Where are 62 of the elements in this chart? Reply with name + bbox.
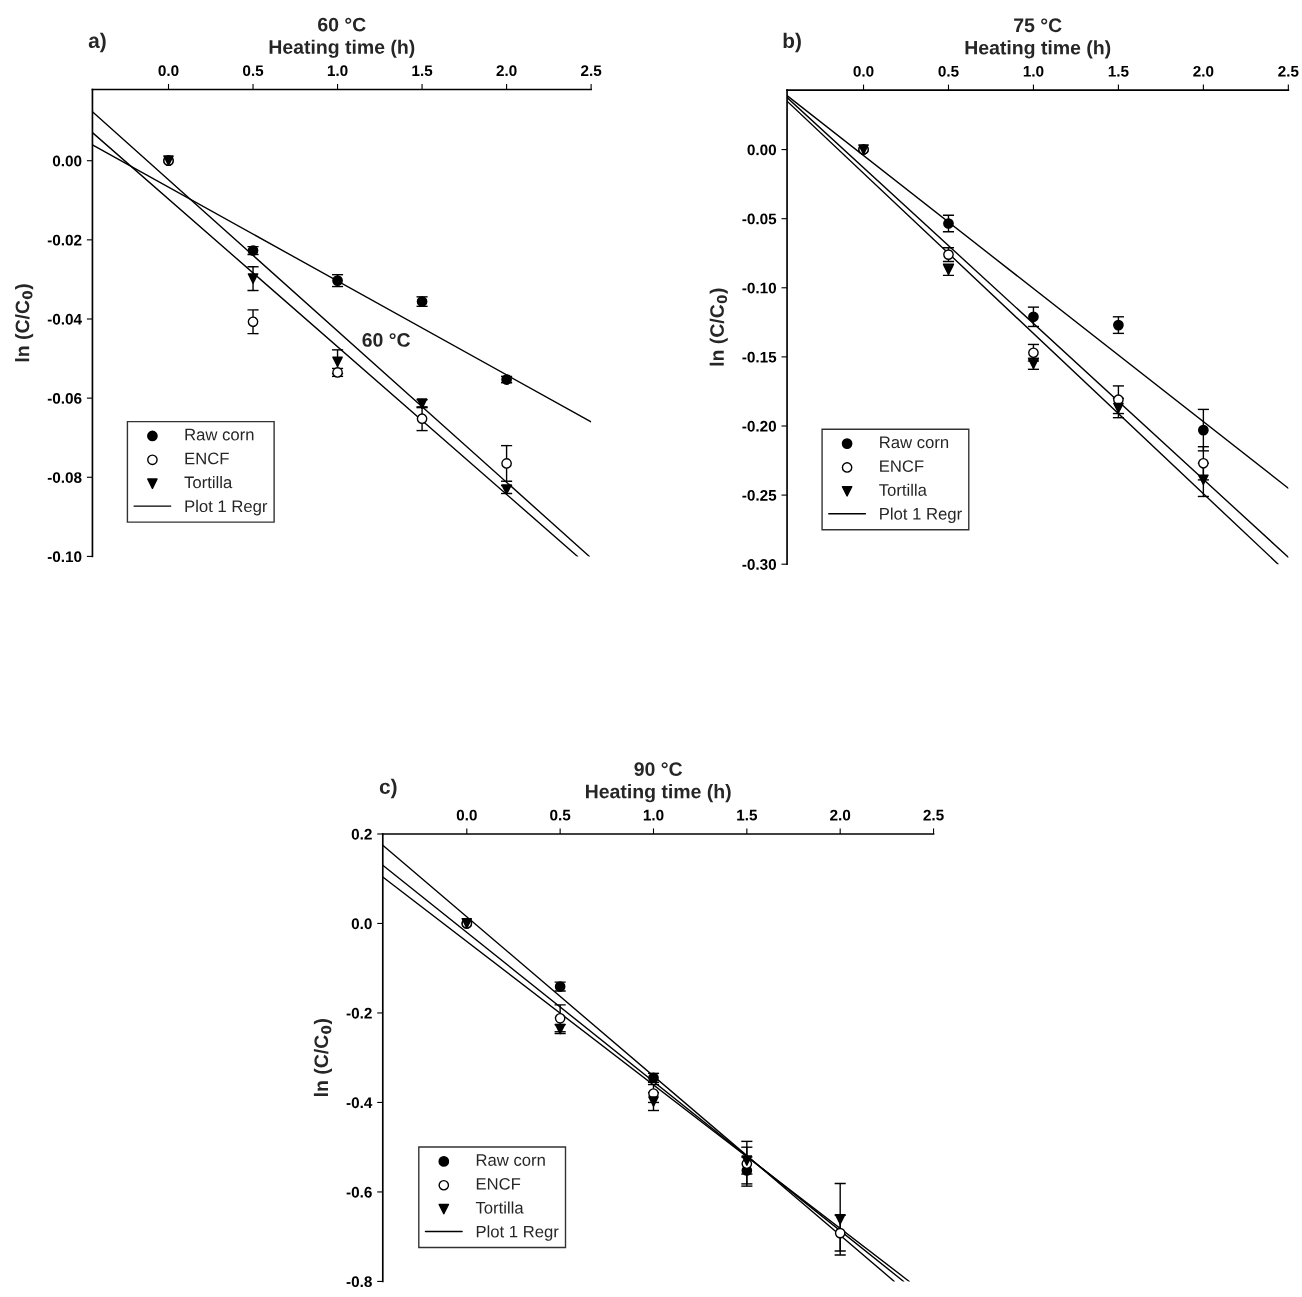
legend-label: ENCF (880, 460, 924, 473)
x-tick-label: 1.0 (327, 65, 348, 77)
annotation: 60 °C (362, 333, 411, 347)
x-tick-label: 1.0 (643, 809, 664, 821)
legend-label: Plot 1 Regr (185, 499, 268, 516)
legend-label: Raw corn (880, 436, 949, 449)
x-tick-label: 0.0 (853, 65, 874, 77)
x-tick-label: 0.5 (243, 65, 264, 77)
chart-title: 90 °C (634, 762, 683, 776)
y-tick-label: -0.06 (47, 393, 82, 404)
x-tick-label: 0.0 (456, 809, 477, 821)
x-tick-label: 2.0 (830, 809, 851, 821)
chart-title: 60 °C (318, 17, 366, 32)
y-tick-label: 0.00 (747, 144, 777, 156)
x-tick-label: 0.5 (550, 809, 571, 821)
y-axis-title: ln (C/C$_{0}$) (15, 284, 34, 362)
legend-label: Tortilla (184, 476, 233, 489)
x-tick-label: 0.0 (158, 65, 179, 77)
y-tick-label: -0.10 (47, 551, 82, 563)
x-tick-label: 2.5 (923, 809, 944, 821)
legend-label: Raw corn (476, 1154, 545, 1166)
y-tick-label: 0.2 (351, 828, 372, 840)
x-tick-label: 1.5 (1108, 66, 1129, 77)
y-tick-label: -0.15 (742, 351, 777, 363)
y-tick-label: 0.00 (52, 155, 82, 167)
y-tick-label: -0.6 (346, 1186, 372, 1198)
x-tick-label: 2.0 (1193, 65, 1214, 77)
y-tick-label: -0.30 (742, 559, 777, 570)
legend-label: Tortilla (475, 1201, 524, 1214)
y-tick-label: -0.10 (742, 282, 777, 294)
y-tick-label: -0.04 (47, 313, 82, 325)
x-tick-label: 1.5 (737, 809, 758, 821)
y-tick-label: -0.05 (742, 213, 777, 225)
legend-label: Tortilla (879, 483, 927, 496)
legend-label: ENCF (476, 1177, 521, 1190)
text: a) (88, 32, 106, 53)
y-tick-label: -0.8 (346, 1276, 372, 1288)
x-axis-title: Heating time (h) (965, 40, 1111, 59)
x-tick-label: 2.5 (1278, 65, 1299, 77)
text: c) (379, 778, 397, 799)
chart-title: 75 °C (1014, 18, 1062, 33)
legend-label: ENCF (185, 452, 229, 465)
x-tick-label: 2.5 (581, 65, 602, 77)
legend-label: Plot 1 Regr (476, 1225, 559, 1241)
legend-label: Raw corn (185, 428, 254, 441)
x-tick-label: 1.0 (1023, 65, 1044, 77)
x-axis-title: Heating time (h) (586, 784, 731, 803)
x-axis-title: Heating time (h) (269, 39, 415, 58)
y-tick-label: -0.25 (742, 489, 777, 501)
y-tick-label: -0.02 (47, 234, 82, 246)
x-tick-label: 2.0 (496, 65, 517, 77)
y-tick-label: -0.2 (346, 1007, 372, 1019)
y-tick-label: -0.20 (742, 420, 777, 432)
legend-label: Plot 1 Regr (880, 507, 962, 524)
x-tick-label: 0.5 (938, 65, 959, 77)
x-tick-label: 1.5 (412, 65, 433, 77)
y-tick-label: 0.0 (351, 918, 372, 930)
y-tick-label: -0.08 (47, 472, 82, 483)
y-axis-title: ln (C/C$_{0}$) (313, 1019, 333, 1097)
text: b) (783, 32, 801, 53)
y-tick-label: -0.4 (346, 1097, 373, 1109)
y-axis-title: ln (C/C$_{0}$) (709, 288, 728, 366)
